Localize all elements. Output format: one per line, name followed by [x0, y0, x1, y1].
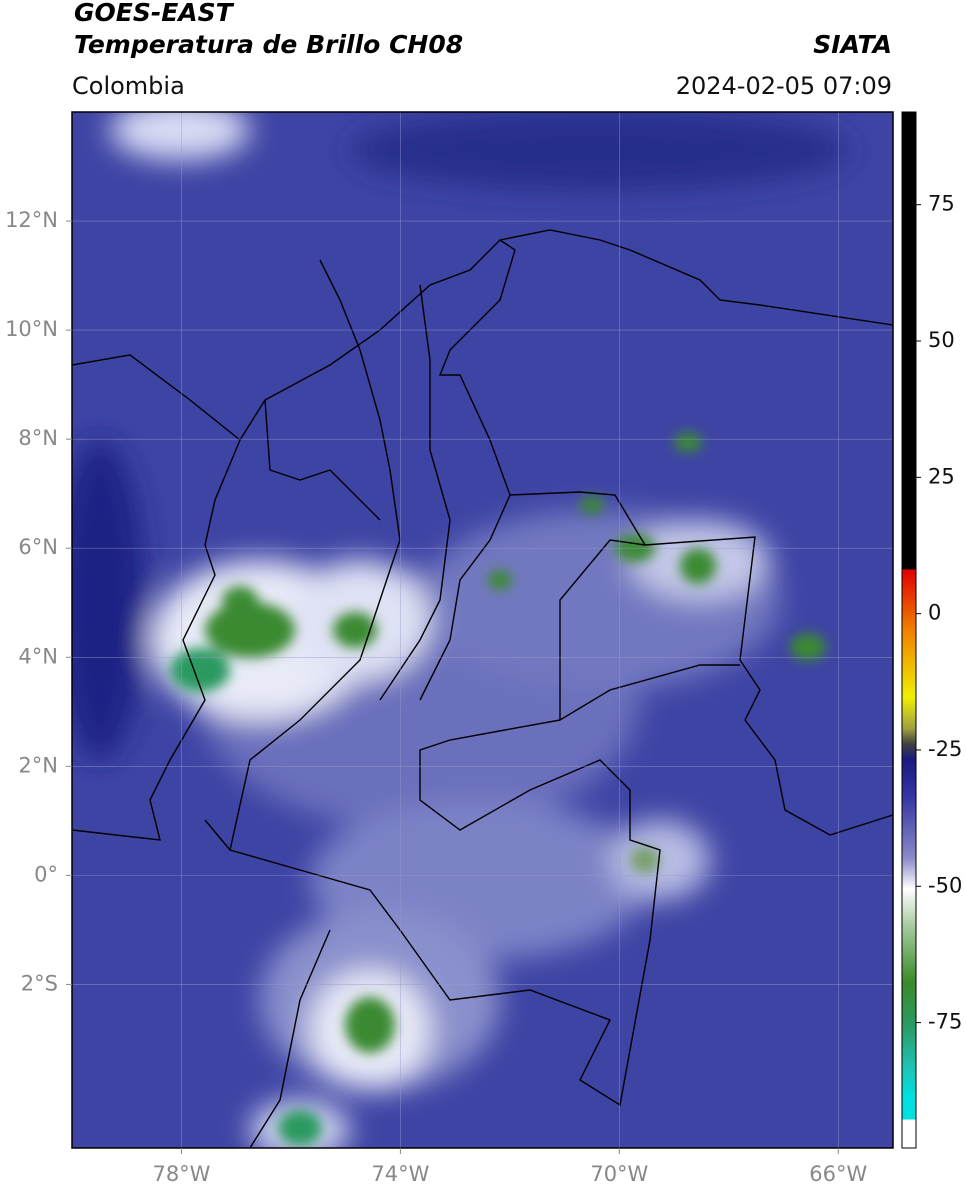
lat-tick-label: 2°N: [18, 753, 58, 777]
source: SIATA: [813, 30, 892, 59]
cold-cloud-tops: [170, 432, 826, 1146]
lon-tick-label: 74°W: [371, 1162, 429, 1186]
colorbar-tick-label: -25: [928, 737, 962, 761]
lon-tick-label: 66°W: [809, 1162, 867, 1186]
title-line2: Temperatura de Brillo CH08: [74, 30, 463, 59]
colorbar-tick-label: 0: [928, 601, 941, 625]
colorbar-tick-label: 50: [928, 328, 955, 352]
lat-tick-label: 0°: [34, 862, 58, 886]
region: Colombia: [72, 72, 185, 100]
graticule: [72, 112, 893, 1148]
lon-tick-label: 70°W: [590, 1162, 648, 1186]
map-frame: [71, 111, 894, 1149]
lat-tick-label: 6°N: [18, 535, 58, 559]
colorbar-tick-label: -75: [928, 1010, 962, 1034]
timestamp: 2024-02-05 07:09: [676, 72, 892, 100]
lat-tick-label: 8°N: [18, 426, 58, 450]
colorbar-tick-label: 75: [928, 192, 955, 216]
lat-tick-label: 10°N: [5, 317, 58, 341]
borders: [72, 229, 893, 1148]
colorbar-tick-label: 25: [928, 464, 955, 488]
lon-tick-label: 78°W: [152, 1162, 210, 1186]
lat-tick-label: 12°N: [5, 208, 58, 232]
colorbar: [901, 111, 917, 1149]
title-line1: GOES-EAST: [74, 0, 235, 27]
colorbar-tick-label: -50: [928, 873, 962, 897]
lat-tick-label: 2°S: [21, 971, 58, 995]
map: [72, 112, 893, 1148]
lat-tick-label: 4°N: [18, 644, 58, 668]
